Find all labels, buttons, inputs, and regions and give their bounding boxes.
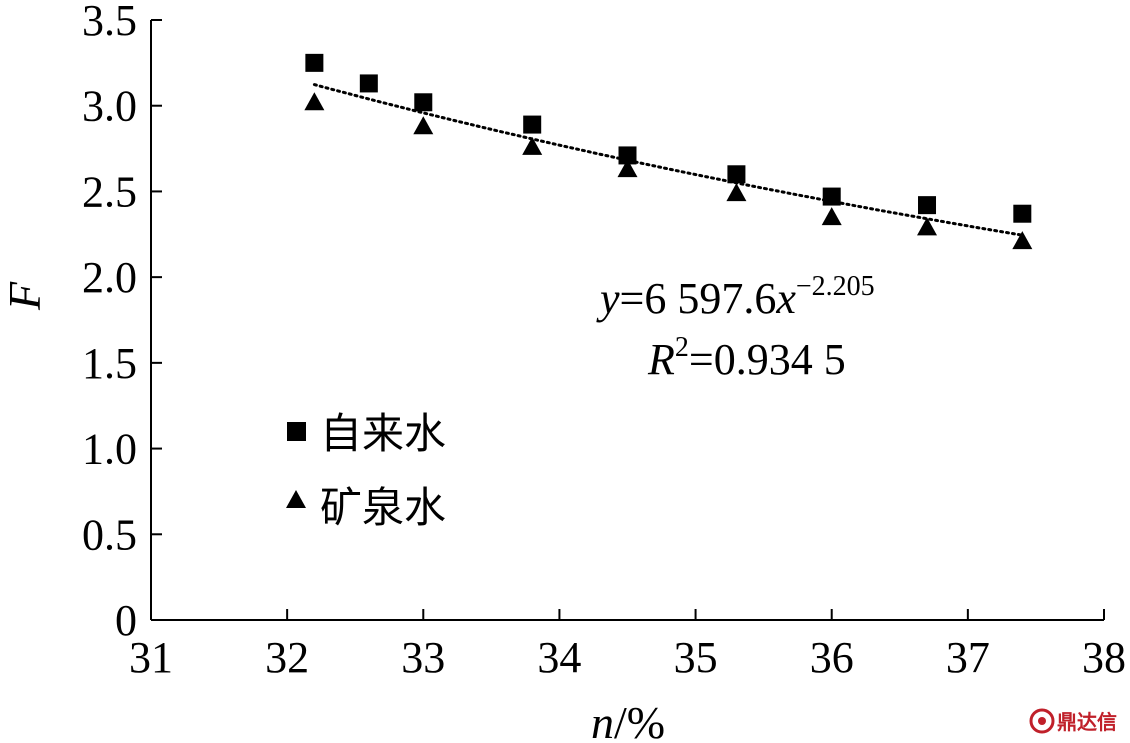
y-tick-label: 0.5 <box>82 510 137 559</box>
data-point-triangle <box>726 183 747 202</box>
series-layer <box>304 53 1033 250</box>
x-tick-label: 31 <box>129 633 173 682</box>
watermark: 鼎达信 <box>1029 708 1117 734</box>
y-ticks: 0 0.5 1.0 1.5 2.0 2.5 3.0 3.5 <box>82 0 162 645</box>
x-tick-label: 33 <box>401 633 445 682</box>
y-tick-label: 2.0 <box>82 253 137 302</box>
r-squared-label: R2=0.934 5 <box>647 332 846 384</box>
data-point-square <box>1013 204 1032 223</box>
legend-label-mineral-water: 矿泉水 <box>320 483 446 532</box>
series-tap-water <box>305 53 1032 223</box>
legend-label-tap-water: 自来水 <box>320 409 446 458</box>
r-squared-value: =0.934 5 <box>689 335 846 384</box>
data-point-triangle <box>522 136 543 155</box>
x-tick-label: 36 <box>810 633 854 682</box>
r-var: R <box>647 335 675 384</box>
y-axis-title: F <box>0 281 50 311</box>
data-point-square <box>727 165 746 184</box>
y-tick-label: 3.0 <box>82 82 137 131</box>
x-tick-label: 34 <box>537 633 581 682</box>
trendline-path <box>312 83 1024 237</box>
data-point-square <box>523 115 542 134</box>
x-tick-label: 38 <box>1082 633 1126 682</box>
data-point-triangle <box>917 217 938 236</box>
data-point-triangle <box>821 207 842 226</box>
legend-triangle-marker <box>286 490 306 508</box>
data-point-square <box>822 187 841 206</box>
data-point-triangle <box>413 116 434 135</box>
y-tick-label: 1.0 <box>82 425 137 474</box>
data-point-triangle <box>617 159 638 178</box>
legend-square-marker <box>287 422 306 441</box>
equation-y-var: y <box>596 274 620 323</box>
y-tick-label: 3.5 <box>82 0 137 45</box>
data-point-square <box>359 74 378 93</box>
equation-coefficient: =6 597.6 <box>620 274 777 323</box>
equation-x-var: x <box>775 274 796 323</box>
data-point-triangle <box>1012 231 1033 250</box>
data-point-square <box>618 146 637 165</box>
regression-equation: y=6 597.6x−2.205 <box>596 271 875 323</box>
y-tick-label: 0 <box>115 596 137 645</box>
y-tick-label: 2.5 <box>82 167 137 216</box>
x-tick-label: 32 <box>265 633 309 682</box>
x-axis-title: n/% <box>591 697 665 743</box>
data-point-square <box>305 53 324 72</box>
data-point-square <box>918 196 937 215</box>
r-superscript: 2 <box>675 332 689 363</box>
equation-exponent: −2.205 <box>796 271 875 302</box>
watermark-text: 鼎达信 <box>1057 710 1117 734</box>
series-mineral-water <box>304 92 1033 250</box>
watermark-logo-icon <box>1029 708 1055 734</box>
trendline <box>312 83 1024 237</box>
legend: 自来水 矿泉水 <box>286 409 446 532</box>
watermark-logo-dot <box>1038 717 1046 725</box>
y-tick-label: 1.5 <box>82 339 137 388</box>
x-tick-label: 35 <box>674 633 718 682</box>
x-tick-label: 37 <box>946 633 990 682</box>
data-point-square <box>414 93 433 112</box>
data-point-triangle <box>304 92 325 111</box>
x-ticks: 31 32 33 34 35 36 37 38 <box>129 609 1126 682</box>
